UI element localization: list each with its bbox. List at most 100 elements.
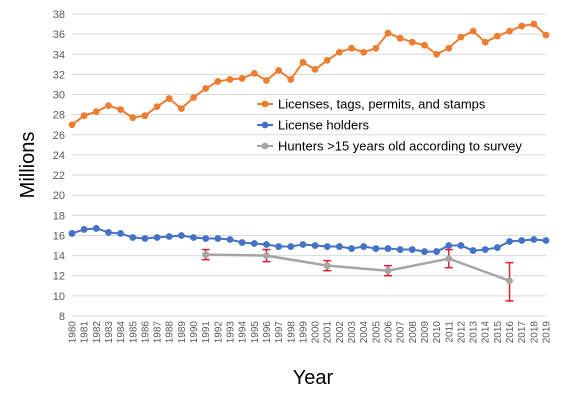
y-tick-label-30: 30 (53, 90, 65, 102)
x-tick-label-1999: 1999 (298, 321, 309, 344)
data-point-2006 (384, 245, 392, 252)
legend-marker (261, 100, 269, 108)
gridlines (72, 13, 546, 317)
data-point-1997 (275, 243, 283, 250)
data-point-2006 (384, 267, 392, 275)
x-tick-label-2004: 2004 (359, 321, 370, 344)
x-tick-label-1983: 1983 (104, 321, 115, 344)
data-point-1994 (238, 75, 246, 82)
x-tick-label-1980: 1980 (68, 321, 79, 344)
data-point-1980 (68, 230, 76, 237)
series-line (71, 23, 547, 126)
y-tick-label-24: 24 (53, 150, 65, 162)
data-point-1991 (202, 85, 210, 92)
data-point-1991 (202, 235, 210, 242)
legend-label: Licenses, tags, permits, and stamps (278, 97, 486, 112)
data-point-2016 (506, 238, 513, 245)
data-point-1982 (92, 225, 100, 232)
x-tick-label-1993: 1993 (226, 321, 237, 344)
data-point-1995 (250, 240, 258, 247)
x-tick-label-2003: 2003 (347, 321, 358, 344)
y-tick-label-16: 16 (53, 230, 65, 242)
data-point-1981 (80, 112, 88, 120)
legend-marker (261, 142, 269, 150)
x-tick-label-1994: 1994 (238, 321, 249, 344)
data-point-1986 (141, 112, 149, 120)
data-point-2000 (311, 65, 319, 73)
data-point-1990 (190, 94, 197, 101)
data-point-1995 (250, 69, 258, 77)
y-tick-label-32: 32 (53, 69, 65, 81)
x-axis-title: Year (293, 367, 334, 389)
data-point-2009 (421, 248, 428, 255)
data-point-2004 (360, 48, 368, 56)
x-tick-label-2007: 2007 (396, 321, 407, 344)
data-point-1999 (299, 58, 307, 66)
data-point-2012 (457, 33, 465, 41)
data-point-2014 (481, 246, 489, 253)
data-point-2008 (408, 246, 416, 253)
x-tick-label-1981: 1981 (80, 321, 91, 344)
legend: Licenses, tags, permits, and stamps Licen… (257, 97, 522, 154)
data-point-2003 (348, 44, 355, 52)
data-point-2008 (408, 38, 416, 46)
data-point-1991 (202, 251, 210, 258)
x-tick-label-2001: 2001 (323, 321, 334, 344)
data-point-1983 (105, 102, 112, 110)
y-axis-title: Millions (17, 132, 39, 199)
data-point-1996 (263, 241, 270, 248)
data-point-2010 (433, 50, 441, 58)
data-point-1983 (105, 229, 112, 236)
x-tick-label-2008: 2008 (408, 321, 419, 344)
data-point-2013 (469, 247, 477, 254)
y-axis-ticks: 8 10 12 14 16 18 20 22 24 26 28 30 32 34 36 38 (53, 9, 65, 323)
x-tick-label-2005: 2005 (371, 321, 382, 344)
legend-item-3: Hunters >15 years old according to surve… (257, 139, 522, 154)
data-point-1984 (117, 106, 125, 114)
data-point-1999 (299, 241, 307, 248)
data-point-2007 (396, 34, 404, 42)
data-point-2014 (481, 38, 489, 46)
data-point-1990 (190, 234, 197, 241)
data-point-2011 (445, 242, 453, 249)
data-point-1996 (263, 77, 270, 84)
data-point-2010 (433, 248, 441, 255)
data-point-1987 (153, 234, 161, 241)
y-tick-label-34: 34 (53, 49, 65, 61)
legend-label: License holders (278, 118, 370, 133)
x-tick-label-2014: 2014 (481, 321, 492, 344)
y-tick-label-26: 26 (53, 130, 65, 142)
data-point-2018 (530, 236, 538, 243)
data-point-2019 (542, 237, 550, 244)
data-point-1993 (226, 76, 234, 83)
y-tick-label-14: 14 (53, 251, 65, 263)
x-tick-label-2019: 2019 (542, 321, 553, 344)
x-tick-label-1990: 1990 (189, 321, 200, 344)
data-point-2007 (396, 246, 404, 253)
data-point-2015 (493, 32, 501, 40)
series-1 (68, 20, 550, 129)
data-point-2002 (335, 243, 343, 250)
x-tick-label-1992: 1992 (213, 321, 224, 344)
x-tick-label-2011: 2011 (444, 321, 455, 343)
x-tick-label-2009: 2009 (420, 321, 431, 344)
y-tick-label-28: 28 (53, 110, 65, 122)
data-point-2009 (421, 41, 428, 49)
data-point-2013 (469, 27, 477, 35)
data-point-2000 (311, 242, 319, 249)
data-point-2001 (323, 56, 331, 64)
x-tick-label-1995: 1995 (250, 321, 261, 344)
legend-item-1: Licenses, tags, permits, and stamps (257, 97, 486, 112)
data-point-2018 (530, 20, 538, 28)
data-point-2006 (384, 29, 392, 37)
data-point-1998 (287, 76, 295, 83)
y-tick-label-12: 12 (53, 271, 65, 283)
legend-marker (261, 121, 269, 129)
x-tick-label-1982: 1982 (92, 321, 103, 344)
y-tick-label-22: 22 (53, 170, 65, 182)
x-tick-label-2002: 2002 (335, 321, 346, 344)
y-tick-label-8: 8 (59, 311, 65, 323)
data-point-1986 (141, 235, 149, 242)
x-tick-label-2010: 2010 (432, 321, 443, 344)
data-point-2004 (360, 243, 368, 250)
